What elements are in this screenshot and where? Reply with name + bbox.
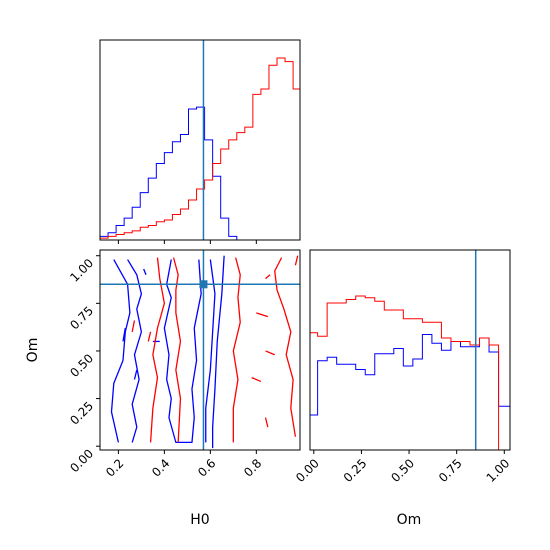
h0-tick-label: 0.6 [195,456,218,479]
contour-blue [133,369,138,380]
om-hist-tick-label: 0.50 [388,456,417,485]
om-tick-label: 0.75 [67,304,96,333]
om-tick-label: 0.00 [67,446,96,475]
contour-lines [110,255,299,449]
x-axis-label-om: Om [397,512,422,528]
h0-hist-red [99,57,300,240]
om-tick-label: 0.50 [67,351,96,380]
om-hist-tick-label: 0.25 [341,456,370,485]
om-hist-blue [309,334,510,450]
h0-om-contour-panel: 0.2 0.4 0.6 0.8 0.00 0.25 0.50 0.75 1.00 [67,249,301,480]
om-hist-red [309,295,510,451]
x-axis-label-h0: H0 [190,512,209,528]
contour-blue [211,255,225,449]
contour-blue [205,259,216,443]
h0-histogram-panel [99,39,301,244]
h0-tick-label: 0.8 [241,456,264,479]
contour-red [149,257,166,443]
om-hist-frame [309,249,511,451]
contour-red [256,312,269,318]
om-tick-label: 0.25 [67,399,96,428]
contour-red [265,274,271,280]
h0-hist-frame [99,39,301,241]
contour-blue [110,259,131,443]
contour-red [264,417,269,428]
contour-red [131,320,136,333]
om-histogram-panel: 0.00 0.25 0.50 0.75 1.00 [293,249,513,485]
y-axis-label-om: Om [25,338,41,363]
contour-red [232,257,241,443]
om-hist-tick-label: 0.75 [436,456,465,485]
h0-tick-label: 0.2 [103,456,126,479]
om-hist-tick-label: 1.00 [484,456,513,485]
h0-hist-blue [99,106,300,241]
contour-red [274,257,297,437]
truth-marker [199,280,208,289]
contour-frame [99,249,301,451]
contour-blue [163,259,202,444]
contour-red [172,257,182,443]
om-tick-label: 1.00 [67,256,96,285]
contour-red [294,255,299,266]
contour-red [251,377,262,383]
contour-blue [143,268,147,276]
contour-blue [127,259,143,443]
om-hist-tick-label: 0.00 [293,456,322,485]
contour-blue [122,327,126,342]
h0-tick-label: 0.4 [149,456,172,479]
contour-red [147,331,152,342]
contour-red [265,350,275,356]
